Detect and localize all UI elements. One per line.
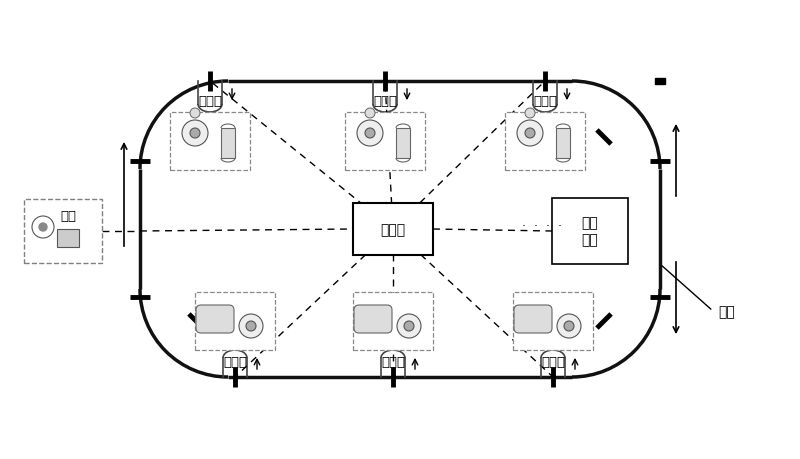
Bar (396, 129, 410, 159)
FancyBboxPatch shape (552, 199, 628, 264)
Text: 交换机: 交换机 (381, 223, 406, 236)
Circle shape (365, 109, 375, 119)
Bar (655, 79, 665, 85)
Circle shape (239, 314, 263, 338)
Text: 工作站: 工作站 (198, 95, 222, 108)
Circle shape (182, 121, 208, 147)
FancyBboxPatch shape (196, 305, 234, 333)
Circle shape (397, 314, 421, 338)
Text: 电脑: 电脑 (60, 210, 76, 223)
Circle shape (404, 321, 414, 331)
FancyBboxPatch shape (513, 292, 593, 350)
Text: 工作站: 工作站 (541, 355, 565, 368)
Circle shape (525, 109, 535, 119)
Bar (556, 129, 570, 159)
Circle shape (365, 129, 375, 139)
Circle shape (190, 129, 200, 139)
Circle shape (564, 321, 574, 331)
FancyBboxPatch shape (345, 113, 425, 171)
FancyBboxPatch shape (170, 113, 250, 171)
FancyBboxPatch shape (353, 292, 433, 350)
FancyBboxPatch shape (354, 305, 392, 333)
FancyBboxPatch shape (505, 113, 585, 171)
Text: 工作站: 工作站 (381, 355, 405, 368)
Circle shape (357, 121, 383, 147)
Circle shape (525, 129, 535, 139)
Text: ·  ·  ·  ·: · · · · (522, 220, 562, 233)
Text: 推杆: 推杆 (718, 304, 734, 318)
Circle shape (39, 224, 47, 231)
Circle shape (557, 314, 581, 338)
FancyBboxPatch shape (514, 305, 552, 333)
FancyBboxPatch shape (195, 292, 275, 350)
Circle shape (246, 321, 256, 331)
Bar (221, 129, 235, 159)
Text: 线控
制器: 线控 制器 (582, 216, 598, 247)
Circle shape (517, 121, 543, 147)
Text: 工作站: 工作站 (533, 95, 557, 108)
Text: 工作站: 工作站 (373, 95, 397, 108)
Circle shape (190, 109, 200, 119)
Text: 工作站: 工作站 (223, 355, 247, 368)
FancyBboxPatch shape (24, 200, 102, 263)
Bar (57, 230, 79, 247)
FancyBboxPatch shape (353, 203, 433, 256)
